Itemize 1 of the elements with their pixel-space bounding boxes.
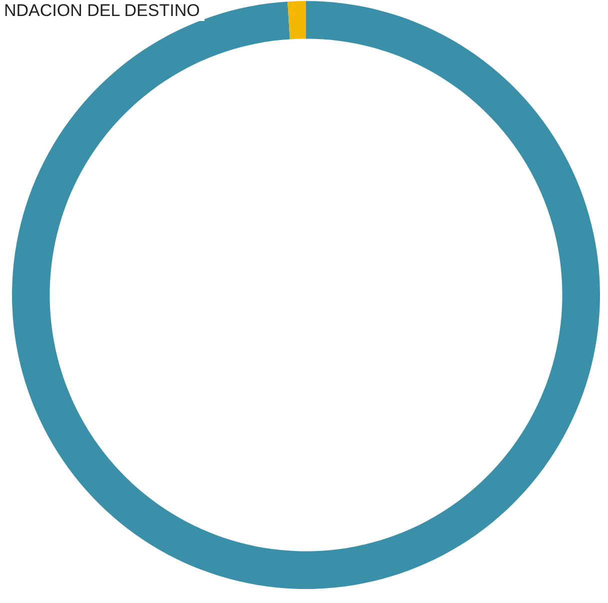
chart-title: NDACION DEL DESTINO bbox=[4, 1, 200, 20]
